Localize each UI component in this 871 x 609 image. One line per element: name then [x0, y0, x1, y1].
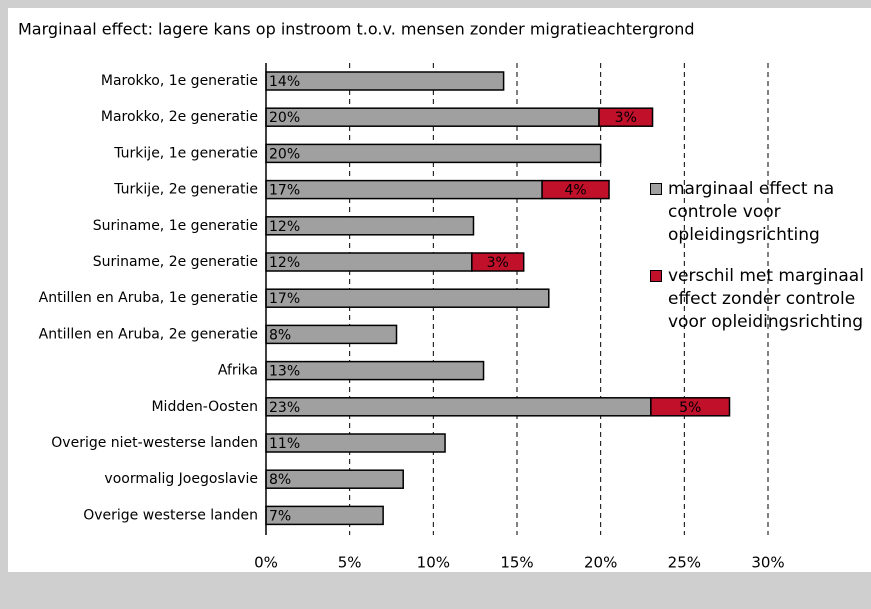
data-label: 12% [269, 255, 300, 271]
data-label: 23% [269, 400, 300, 416]
category-label: Turkije, 2e generatie [113, 182, 258, 198]
bar [265, 288, 550, 308]
x-tick-label: 0% [254, 554, 278, 572]
data-label: 4% [564, 183, 586, 199]
data-label: 14% [269, 74, 300, 90]
bar [265, 397, 652, 417]
category-label: Antillen en Aruba, 2e generatie [39, 326, 258, 342]
data-label: 7% [269, 508, 291, 524]
category-label: Midden-Oosten [151, 399, 258, 415]
bar [265, 143, 602, 164]
bar [471, 252, 525, 272]
legend-label: marginaal effect na controle voor opleid… [668, 179, 835, 245]
legend-swatch [650, 270, 662, 282]
category-label: Marokko, 1e generatie [101, 73, 258, 89]
x-tick-label: 20% [584, 554, 617, 572]
legend-item: marginaal effect na controle voor opleid… [650, 178, 871, 247]
data-label: 5% [679, 400, 701, 416]
category-label: Suriname, 1e generatie [93, 218, 258, 234]
category-label: Turkije, 1e generatie [113, 145, 258, 161]
category-label: Afrika [218, 363, 258, 379]
category-label: Marokko, 2e generatie [101, 109, 258, 125]
x-tick-label: 30% [751, 554, 784, 572]
data-label: 17% [269, 183, 300, 199]
data-label: 17% [269, 291, 300, 307]
bar [650, 397, 731, 417]
data-label: 12% [269, 219, 300, 235]
bar [265, 71, 505, 91]
bar [598, 107, 654, 127]
data-label: 13% [269, 364, 300, 380]
category-label: voormalig Joegoslavie [104, 471, 258, 487]
x-tick-label: 25% [668, 554, 701, 572]
data-label: 20% [269, 146, 300, 162]
chart-title: Marginaal effect: lagere kans op instroo… [18, 20, 695, 39]
bar [541, 179, 610, 200]
data-label: 20% [269, 110, 300, 126]
data-label: 8% [269, 472, 291, 488]
data-label: 3% [487, 255, 509, 271]
data-label: 11% [269, 436, 300, 452]
x-tick-label: 5% [338, 554, 362, 572]
data-label: 8% [269, 327, 291, 343]
category-label: Antillen en Aruba, 1e generatie [39, 290, 258, 306]
x-tick-label: 10% [417, 554, 450, 572]
x-tick-label: 15% [500, 554, 533, 572]
bar [265, 107, 600, 127]
category-label: Overige niet-westerse landen [51, 435, 258, 451]
bar [265, 179, 543, 200]
category-label: Suriname, 2e generatie [93, 254, 258, 270]
legend-label: verschil met marginaal effect zonder con… [668, 266, 864, 332]
legend-item: verschil met marginaal effect zonder con… [650, 265, 871, 334]
category-label: Overige westerse landen [83, 507, 258, 523]
data-label: 3% [615, 110, 637, 126]
legend-swatch [650, 183, 662, 195]
